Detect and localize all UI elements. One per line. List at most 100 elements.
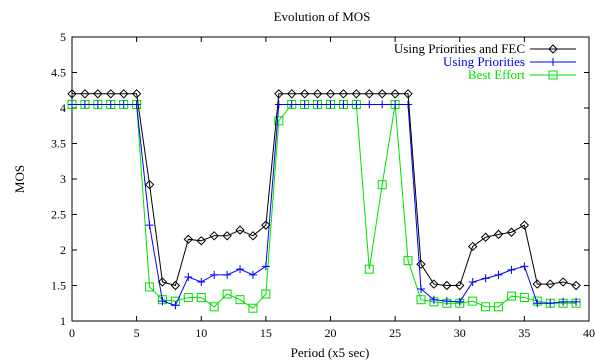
data-point: [519, 220, 530, 230]
axes: 0 5 10 15 20 25 30 35 40 1 1.5 2 2.5 3 3.5 4 4.5 5: [51, 30, 595, 340]
data-point: [93, 100, 102, 109]
data-point: [235, 225, 245, 235]
data-point: [377, 180, 387, 190]
series-1: [67, 89, 581, 291]
data-point: [196, 236, 206, 246]
data-point: [532, 279, 543, 289]
data-point: [287, 100, 296, 109]
data-point: [145, 282, 155, 292]
data-point: [248, 270, 257, 279]
data-point: [248, 303, 258, 313]
chart-title: Evolution of MOS: [274, 9, 371, 24]
data-point: [390, 89, 400, 99]
data-point: [416, 285, 425, 294]
data-point: [494, 270, 503, 279]
y-tick-label: 1.5: [51, 279, 66, 293]
x-tick-label: 25: [389, 326, 401, 340]
data-point: [533, 299, 542, 308]
y-tick-label: 2.5: [51, 208, 66, 222]
y-tick-label: 2: [60, 243, 66, 257]
data-point: [572, 297, 581, 306]
data-point: [223, 270, 232, 279]
data-point: [377, 89, 387, 99]
data-point: [364, 89, 374, 99]
data-point: [132, 100, 141, 109]
x-tick-label: 0: [69, 326, 75, 340]
data-point: [520, 262, 529, 271]
data-point: [106, 100, 115, 109]
y-axis-title: MOS: [12, 165, 27, 193]
data-point: [145, 221, 154, 230]
y-tick-label: 5: [60, 30, 66, 44]
data-point: [429, 279, 439, 289]
data-point: [364, 264, 374, 274]
data-point: [548, 70, 558, 80]
data-point: [170, 280, 181, 291]
data-point: [468, 296, 478, 306]
y-tick-label: 4.5: [51, 66, 66, 80]
x-axis-title: Period (x5 sec): [291, 345, 370, 360]
data-point: [236, 265, 245, 274]
data-point: [209, 231, 219, 241]
x-tick-label: 30: [454, 326, 466, 340]
data-point: [416, 259, 426, 269]
data-point: [158, 297, 167, 306]
series-2: [68, 100, 581, 310]
x-tick-label: 20: [325, 326, 337, 340]
data-point: [481, 274, 490, 283]
data-point: [493, 229, 504, 240]
data-point: [468, 277, 477, 286]
data-point: [326, 100, 335, 109]
data-point: [67, 89, 77, 99]
data-point: [274, 89, 284, 99]
data-point: [261, 289, 271, 299]
data-point: [559, 297, 568, 306]
x-tick-label: 10: [195, 326, 207, 340]
legend-item: Best Effort: [468, 67, 576, 82]
data-point: [391, 100, 400, 109]
data-point: [183, 234, 194, 245]
data-point: [209, 302, 219, 312]
data-point: [558, 277, 568, 287]
data-point: [287, 89, 297, 99]
y-axis-ticks: 1 1.5 2 2.5 3 3.5 4 4.5 5: [51, 30, 589, 328]
data-point: [235, 295, 245, 305]
data-point: [118, 89, 129, 99]
data-point: [365, 100, 374, 109]
data-point: [378, 100, 387, 109]
data-point: [442, 280, 452, 291]
data-point: [339, 100, 348, 109]
x-tick-label: 40: [583, 326, 595, 340]
data-point: [571, 280, 581, 291]
data-point: [313, 100, 322, 109]
data-point: [442, 297, 451, 306]
data-point: [157, 277, 168, 287]
data-point: [248, 231, 258, 241]
data-point: [210, 270, 219, 279]
data-point: [467, 241, 478, 252]
series-line: [72, 93, 577, 287]
series-layer: [67, 89, 581, 313]
data-point: [352, 100, 361, 109]
x-tick-label: 5: [134, 326, 140, 340]
data-point: [548, 44, 558, 54]
data-point: [222, 289, 232, 299]
data-point: [325, 89, 336, 99]
data-point: [494, 302, 504, 312]
legend-label: Using Priorities and FEC: [394, 41, 525, 56]
data-point: [480, 232, 491, 242]
x-axis-ticks: 0 5 10 15 20 25 30 35 40: [69, 37, 595, 340]
data-point: [506, 291, 516, 301]
data-point: [455, 297, 464, 306]
legend-item: Using Priorities: [443, 54, 576, 69]
data-point: [403, 89, 413, 99]
data-point: [274, 100, 283, 109]
data-point: [481, 302, 491, 312]
data-point: [274, 116, 284, 126]
data-point: [261, 262, 270, 271]
y-tick-label: 4: [60, 101, 66, 115]
data-point: [261, 220, 271, 230]
data-point: [183, 293, 193, 303]
